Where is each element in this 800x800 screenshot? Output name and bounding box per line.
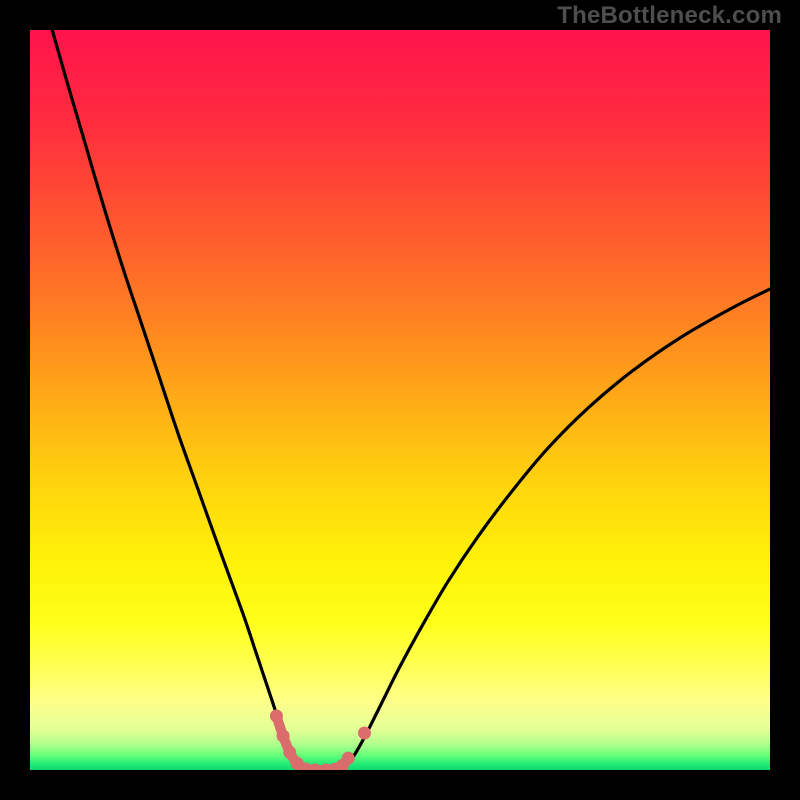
valley-marker-dot [358,727,371,740]
valley-marker-dot [283,746,296,759]
gradient-background [30,30,770,770]
plot-area [30,30,770,770]
chart-svg [30,30,770,770]
valley-marker-dot [270,709,283,722]
valley-marker-dot [277,729,290,742]
watermark-text: TheBottleneck.com [557,2,782,30]
valley-marker-dot [342,752,355,765]
